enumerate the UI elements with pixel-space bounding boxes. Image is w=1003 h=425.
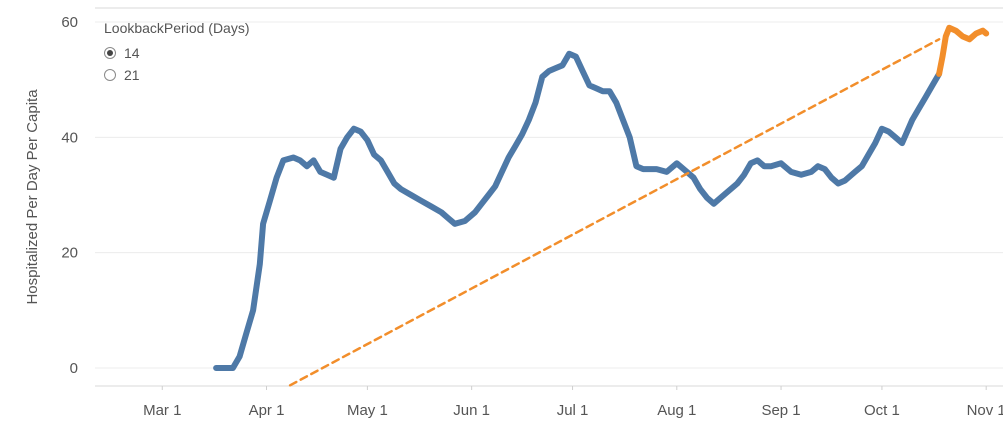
- radio-selected-icon[interactable]: [104, 47, 116, 59]
- x-tick-label: Sep 1: [761, 402, 800, 419]
- radio-unselected-icon[interactable]: [104, 69, 116, 81]
- x-tick-label: Jul 1: [557, 402, 589, 419]
- series-line-projected: [936, 24, 990, 77]
- legend-option-21[interactable]: 21: [104, 64, 250, 86]
- legend: LookbackPeriod (Days) 14 21: [104, 20, 250, 86]
- legend-option-14[interactable]: 14: [104, 42, 250, 64]
- y-tick-label: 0: [70, 360, 78, 377]
- y-axis-title: Hospitalized Per Day Per Capita: [24, 89, 41, 305]
- x-tick-label: Oct 1: [864, 402, 900, 419]
- x-tick-label: Apr 1: [249, 402, 285, 419]
- x-tick-label: Nov 1: [967, 402, 1003, 419]
- legend-title: LookbackPeriod (Days): [104, 20, 250, 36]
- series-line-actual: [213, 50, 943, 371]
- x-tick-label: Jun 1: [453, 402, 490, 419]
- x-tick-label: Mar 1: [143, 402, 181, 419]
- x-tick-label: May 1: [347, 402, 388, 419]
- y-tick-label: 20: [61, 245, 78, 262]
- x-tick-label: Aug 1: [657, 402, 696, 419]
- y-tick-label: 40: [61, 129, 78, 146]
- trend-line-dashed: [288, 38, 941, 387]
- legend-option-label: 14: [124, 45, 140, 61]
- legend-option-label: 21: [124, 67, 140, 83]
- y-tick-label: 60: [61, 14, 78, 31]
